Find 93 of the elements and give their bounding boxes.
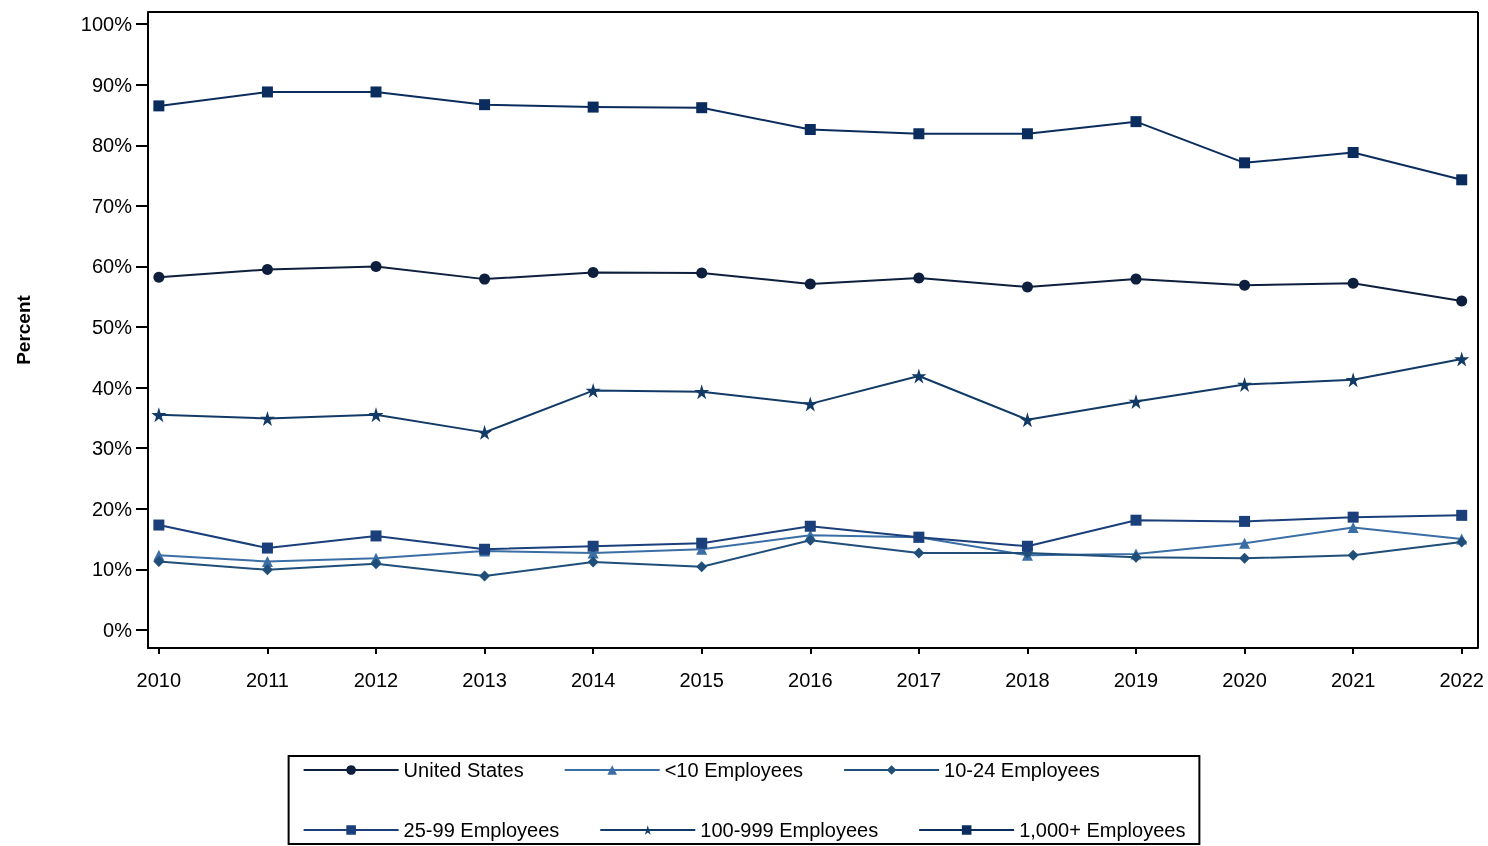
x-tick-label: 2013 [462, 669, 507, 691]
y-tick-label: 0% [103, 618, 133, 641]
legend-label: 25-99 Employees [403, 819, 560, 841]
point [587, 266, 599, 278]
x-tick-label: 2011 [245, 669, 289, 691]
point [479, 570, 491, 582]
point [261, 263, 273, 275]
point [370, 530, 382, 542]
y-tick-label: 50% [91, 315, 133, 338]
point [1130, 116, 1142, 128]
point [261, 542, 273, 554]
point [1454, 351, 1470, 367]
point [585, 383, 601, 399]
point [1345, 372, 1361, 388]
point [261, 86, 273, 98]
x-tick-label: 2015 [679, 669, 724, 691]
x-tick-label: 2022 [1439, 669, 1484, 691]
x-tick-label: 2018 [1005, 669, 1050, 691]
y-tick-label: 20% [91, 497, 133, 520]
point [151, 407, 167, 423]
point [696, 561, 708, 573]
point [804, 534, 816, 546]
point [153, 100, 165, 112]
y-tick-label: 30% [91, 437, 133, 460]
x-tick-label: 2012 [353, 669, 399, 691]
point [1019, 412, 1035, 428]
y-tick-label: 60% [91, 255, 133, 278]
point [1021, 540, 1033, 552]
point [153, 271, 165, 283]
y-tick-label: 80% [91, 134, 133, 157]
point [1021, 128, 1033, 140]
point [696, 102, 708, 114]
point [1239, 157, 1251, 169]
x-tick-label: 2021 [1330, 669, 1376, 691]
point [370, 558, 382, 570]
point [1347, 277, 1359, 289]
point [1239, 537, 1251, 549]
point [477, 424, 493, 440]
y-tick-label: 100% [80, 13, 133, 36]
point [1021, 281, 1033, 293]
point [153, 555, 165, 567]
y-tick-label: 10% [91, 558, 133, 581]
point [804, 520, 816, 532]
point [804, 278, 816, 290]
point [1237, 377, 1253, 393]
point [913, 128, 925, 140]
point [1347, 549, 1359, 561]
x-tick-label: 2016 [788, 669, 833, 691]
point [913, 272, 925, 284]
point [1128, 393, 1144, 409]
legend-label: 1,000+ Employees [1019, 819, 1186, 841]
point [153, 519, 165, 531]
point [370, 86, 382, 98]
y-tick-label: 40% [91, 376, 133, 399]
point [1456, 174, 1468, 186]
point [911, 368, 927, 384]
x-tick-label: 2014 [570, 669, 616, 691]
point [804, 124, 816, 136]
point [1456, 509, 1468, 521]
point [1239, 515, 1251, 527]
x-tick-label: 2019 [1113, 669, 1159, 691]
legend-label: 100-999 Employees [700, 819, 879, 841]
point [479, 273, 491, 285]
point [370, 260, 382, 272]
point [1239, 279, 1251, 291]
point [913, 547, 925, 559]
point [259, 410, 275, 426]
point [696, 267, 708, 279]
legend-label: 10-24 Employees [944, 759, 1100, 781]
x-tick-label: 2010 [136, 669, 182, 691]
point [587, 101, 599, 113]
point [479, 99, 491, 111]
legend-label: United States [403, 759, 524, 781]
point [1130, 273, 1142, 285]
point [261, 564, 273, 576]
x-tick-label: 2020 [1222, 669, 1267, 691]
point [696, 537, 708, 549]
legend-label: <10 Employees [664, 759, 804, 781]
point [802, 396, 818, 412]
point [1347, 521, 1359, 533]
y-axis-title: Percent [13, 294, 34, 365]
y-tick-label: 90% [91, 73, 133, 96]
point [1239, 552, 1251, 564]
point [368, 407, 384, 423]
point [587, 556, 599, 568]
point [1130, 514, 1142, 526]
point [1347, 511, 1359, 523]
point [694, 384, 710, 400]
point [1347, 147, 1359, 159]
x-tick-label: 2017 [896, 669, 942, 691]
point [1456, 295, 1468, 307]
point [587, 540, 599, 552]
y-tick-label: 70% [91, 194, 133, 217]
